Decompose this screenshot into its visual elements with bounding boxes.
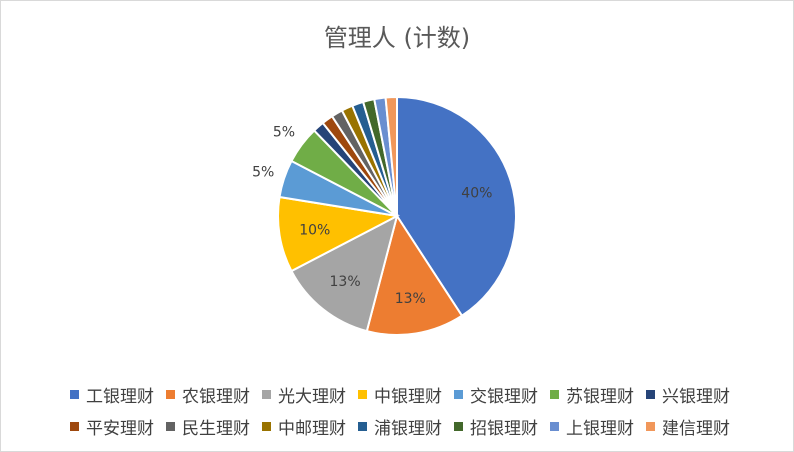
legend-row: 工银理财 农银理财 光大理财 中银理财 交银理财 苏银理财 兴银理财 — [40, 378, 760, 410]
legend-swatch — [646, 421, 655, 431]
data-label: 5% — [273, 125, 295, 141]
legend-label: 招银理财 — [470, 418, 538, 439]
legend-label: 上银理财 — [566, 418, 634, 439]
legend-label: 交银理财 — [470, 386, 538, 407]
legend-swatch — [454, 421, 463, 431]
legend-item: 交银理财 — [454, 382, 538, 407]
legend-item: 招银理财 — [454, 414, 538, 439]
legend-item: 上银理财 — [550, 414, 634, 439]
legend-swatch — [166, 421, 175, 431]
legend-swatch — [262, 421, 271, 431]
legend-swatch — [358, 389, 367, 399]
legend-label: 农银理财 — [182, 386, 250, 407]
legend-label: 中邮理财 — [278, 418, 346, 439]
legend-item: 建信理财 — [646, 414, 730, 439]
legend-label: 中银理财 — [374, 386, 442, 407]
data-label: 40% — [461, 185, 492, 201]
legend-item: 中邮理财 — [262, 414, 346, 439]
data-label: 13% — [330, 274, 361, 290]
legend-label: 平安理财 — [86, 418, 154, 439]
pie-slice — [365, 213, 464, 336]
legend-label: 兴银理财 — [662, 386, 730, 407]
legend-swatch — [166, 389, 175, 399]
legend-item: 平安理财 — [70, 414, 154, 439]
legend-swatch — [646, 389, 655, 399]
legend-item: 农银理财 — [166, 382, 250, 407]
legend-label: 光大理财 — [278, 386, 346, 407]
legend-label: 工银理财 — [86, 386, 154, 407]
legend-swatch — [454, 389, 463, 399]
legend-item: 兴银理财 — [646, 382, 730, 407]
legend-item: 中银理财 — [358, 382, 442, 407]
chart-title: 管理人 (计数) — [323, 24, 471, 52]
legend-item: 民生理财 — [166, 414, 250, 439]
data-label: 5% — [252, 165, 274, 181]
legend-label: 建信理财 — [662, 418, 730, 439]
legend-swatch — [550, 421, 559, 431]
legend-row: 平安理财 民生理财 中邮理财 浦银理财 招银理财 上银理财 建信理财 — [40, 410, 760, 442]
legend-item: 光大理财 — [262, 382, 346, 407]
pie-slice — [277, 195, 401, 273]
data-label: 13% — [395, 291, 426, 307]
legend-swatch — [262, 389, 271, 399]
legend-swatch — [358, 421, 367, 431]
legend-label: 浦银理财 — [374, 418, 442, 439]
legend-label: 苏银理财 — [566, 386, 634, 407]
legend-label: 民生理财 — [182, 418, 250, 439]
legend-swatch — [70, 389, 79, 399]
legend-swatch — [550, 389, 559, 399]
legend-item: 浦银理财 — [358, 414, 442, 439]
legend-swatch — [70, 421, 79, 431]
legend-item: 苏银理财 — [550, 382, 634, 407]
pie-slice — [384, 95, 398, 217]
data-label: 10% — [299, 222, 330, 238]
legend: 工银理财 农银理财 光大理财 中银理财 交银理财 苏银理财 兴银理财 平安理财 民生理财 中邮理… — [40, 378, 760, 442]
pie-slice — [290, 214, 399, 333]
legend-item: 工银理财 — [70, 382, 154, 407]
